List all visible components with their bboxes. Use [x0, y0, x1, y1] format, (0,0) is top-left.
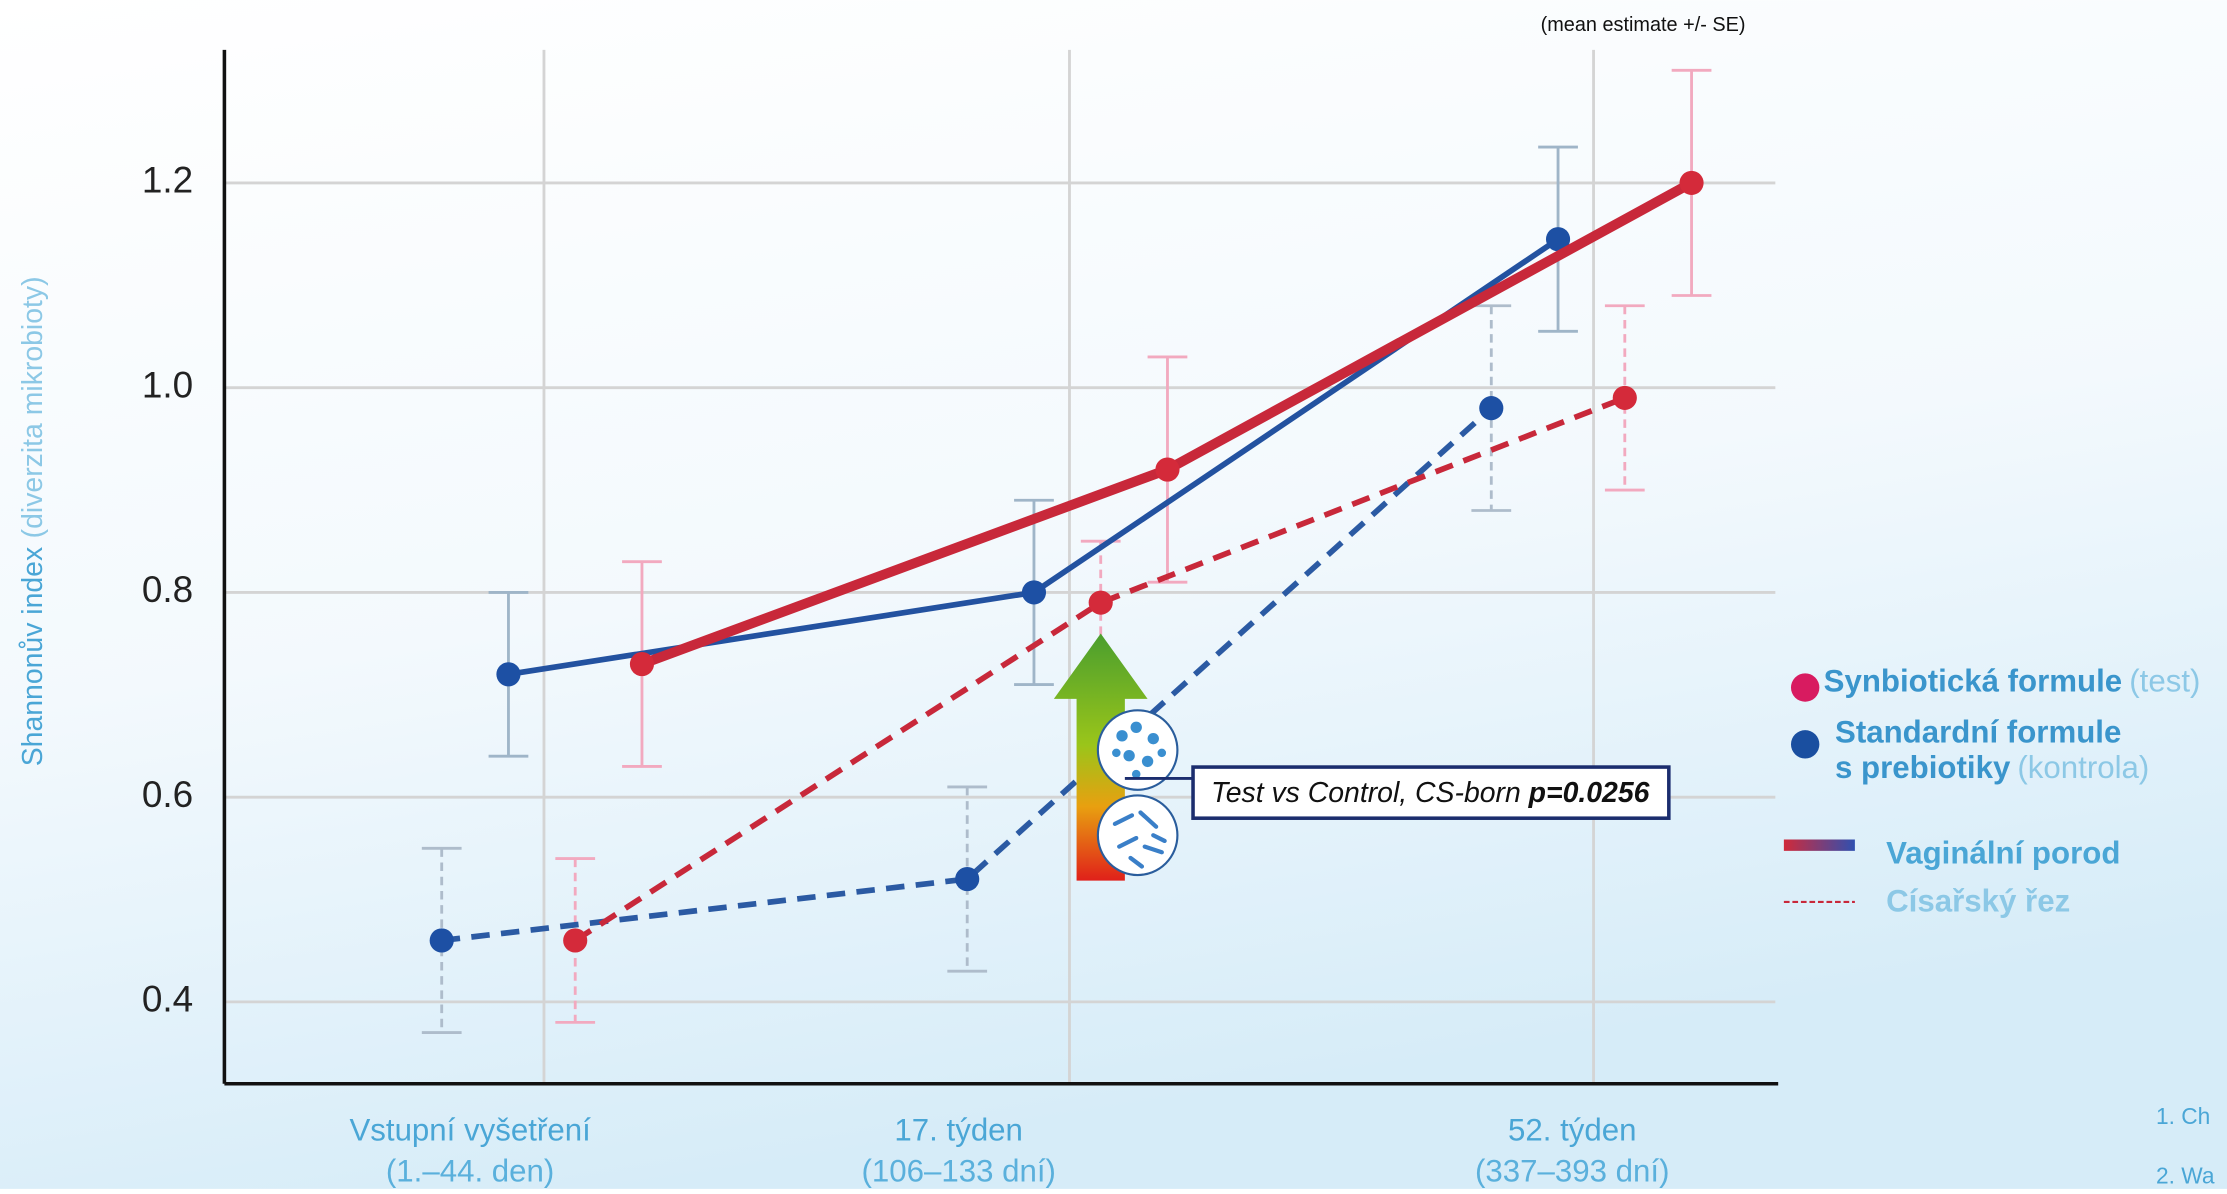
- marker: [563, 928, 588, 953]
- microbes: [1112, 721, 1167, 779]
- legend-note: (kontrola): [2017, 750, 2149, 785]
- y-tick-label: 0.6: [142, 774, 193, 815]
- marker: [1088, 590, 1113, 615]
- footnote: 2. Wa: [2156, 1163, 2215, 1189]
- annotation-text: Test vs Control, CS-born: [1211, 777, 1529, 809]
- marker: [1021, 580, 1047, 605]
- marker: [955, 866, 980, 892]
- legend-swatch: [1783, 839, 1855, 851]
- y-label-note: (diverzita mikrobioty): [17, 276, 49, 538]
- marker: [496, 662, 521, 687]
- legend-text: Standardní formule: [1835, 715, 2121, 750]
- subtitle: (mean estimate +/- SE): [1541, 14, 1746, 36]
- marker: [1679, 170, 1704, 195]
- svg-text:s prebiotiky(kontrola): s prebiotiky (kontrola): [1835, 750, 2149, 785]
- y-tick-label: 1.0: [142, 364, 193, 405]
- marker: [629, 651, 655, 677]
- annotation: Test vs Control, CS-born p=0.0256: [1211, 777, 1650, 809]
- legend-dot: [1790, 673, 1820, 702]
- x-tick-label: (337–393 dní): [1475, 1154, 1670, 1189]
- x-tick-label: (1.–44. den): [386, 1154, 554, 1189]
- x-tick-label: (106–133 dní): [861, 1154, 1055, 1189]
- x-tick-label: 52. týden: [1508, 1112, 1637, 1147]
- legend-text: Synbiotická formule: [1824, 664, 2123, 699]
- y-label-main: Shannonův index: [17, 547, 49, 766]
- marker: [429, 928, 454, 953]
- legend-dot: [1790, 730, 1820, 759]
- microbes: [1112, 810, 1167, 869]
- svg-text:Synbiotická formule(test): Synbiotická formule (test): [1824, 664, 2201, 699]
- footnote: 1. Ch: [2156, 1103, 2210, 1129]
- y-tick-label: 0.8: [142, 569, 193, 610]
- series-line: [573, 395, 1626, 943]
- y-tick-label: 1.2: [142, 160, 193, 201]
- y-tick-label: 0.4: [142, 979, 193, 1020]
- annotation-p: p=0.0256: [1528, 777, 1650, 809]
- microbe-icon: [1096, 794, 1179, 877]
- legend-text: Císařský řez: [1886, 884, 2070, 919]
- marker: [1612, 385, 1637, 410]
- legend-text: Vaginální porod: [1886, 835, 2120, 870]
- plot-area: 0.4 0.6 0.8 1.0 1.2 Vstupní vyšetření (1.–44. …: [142, 49, 1779, 1189]
- annotation-box: [1191, 765, 1671, 820]
- x-tick-label: 17. týden: [894, 1112, 1023, 1147]
- legend-text: s prebiotiky: [1835, 750, 2011, 785]
- y-axis-label: Shannonův index (diverzita mikrobioty): [17, 276, 49, 766]
- marker: [1545, 227, 1571, 252]
- legend-note: (test): [2129, 664, 2200, 699]
- microbe-icon: [1096, 709, 1179, 791]
- x-tick-label: Vstupní vyšetření: [349, 1112, 591, 1147]
- marker: [1155, 457, 1180, 482]
- legend: Synbiotická formule (test) Standardní for…: [1783, 664, 2201, 919]
- marker: [1479, 396, 1504, 421]
- series-line: [441, 406, 1494, 944]
